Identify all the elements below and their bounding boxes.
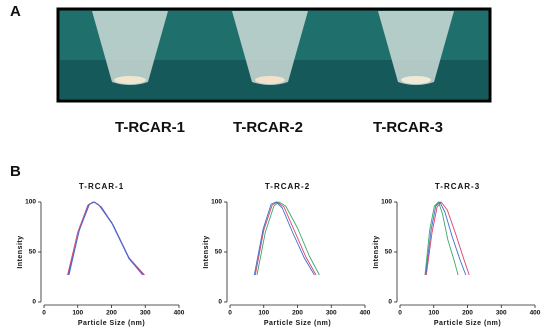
x-tick-label: 200 (462, 310, 473, 317)
data-line (424, 201, 459, 276)
panel-label: B (10, 163, 21, 180)
x-axis-label: Particle Size (nm) (434, 320, 501, 327)
data-line (425, 201, 470, 276)
x-tick-label: 200 (106, 310, 117, 317)
y-axis-label: Intensity (373, 235, 380, 268)
chart-title: T-RCAR-3 (435, 182, 480, 191)
y-tick-label: 100 (25, 199, 36, 206)
data-line (425, 201, 467, 276)
x-tick-label: 100 (72, 310, 83, 317)
x-tick-label: 0 (228, 310, 232, 317)
chart-title: T-RCAR-1 (79, 182, 124, 191)
tube-label: T-RCAR-2 (233, 119, 303, 136)
y-tick-label: 0 (388, 299, 392, 306)
x-tick-label: 400 (174, 310, 185, 317)
x-axis-label: Particle Size (nm) (264, 320, 331, 327)
data-line (68, 201, 144, 276)
data-line (256, 201, 320, 276)
y-tick-label: 0 (32, 299, 36, 306)
x-tick-label: 0 (42, 310, 46, 317)
x-tick-label: 200 (292, 310, 303, 317)
x-tick-label: 300 (496, 310, 507, 317)
y-tick-label: 50 (29, 249, 37, 256)
data-line (67, 201, 143, 276)
chart-title: T-RCAR-2 (265, 182, 310, 191)
data-line (254, 201, 317, 276)
x-tick-label: 400 (360, 310, 371, 317)
y-axis-label: Intensity (203, 235, 210, 268)
x-tick-label: 400 (530, 310, 541, 317)
panel-label: A (10, 3, 21, 20)
photo (56, 7, 492, 103)
y-axis-label: Intensity (17, 235, 24, 268)
x-tick-label: 100 (258, 310, 269, 317)
tube-label: T-RCAR-3 (373, 119, 443, 136)
y-tick-label: 50 (385, 249, 393, 256)
x-tick-label: 0 (398, 310, 402, 317)
y-tick-label: 50 (215, 249, 223, 256)
x-axis-label: Particle Size (nm) (78, 320, 145, 327)
data-line (253, 201, 315, 276)
y-tick-label: 100 (211, 199, 222, 206)
y-tick-label: 100 (381, 199, 392, 206)
x-tick-label: 100 (428, 310, 439, 317)
x-tick-label: 300 (326, 310, 337, 317)
x-tick-label: 300 (140, 310, 151, 317)
tube-label: T-RCAR-1 (115, 119, 185, 136)
y-tick-label: 0 (218, 299, 222, 306)
